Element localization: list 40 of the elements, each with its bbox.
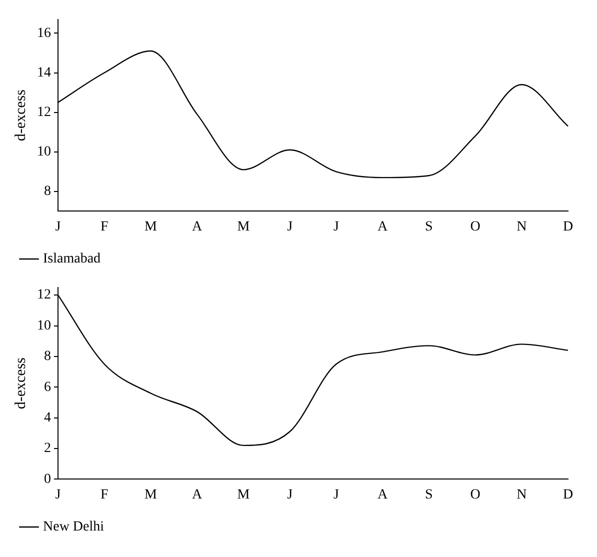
y-axis-title: d-excess [12,357,29,410]
x-tick-label: M [144,219,158,234]
y-axis-title: d-excess [12,89,29,142]
y-tick-label: 10 [37,144,51,160]
x-tick-label: J [287,219,294,234]
y-tick-label: 2 [44,441,51,456]
x-tick-label: O [470,487,480,502]
y-tick-label: 4 [44,410,51,426]
x-tick-label: A [377,219,388,234]
y-tick-label: 6 [44,380,51,395]
y-tick-label: 10 [37,318,51,334]
y-tick-label: 16 [37,26,51,41]
x-tick-label: A [377,487,388,502]
x-tick-label: A [192,487,204,502]
x-tick-label: D [562,219,574,234]
y-tick-label: 12 [37,288,51,303]
x-tick-label: S [425,487,433,502]
legend-label: Islamabad [43,252,101,267]
x-tick-label: J [333,487,340,502]
x-tick-label: N [516,487,527,502]
x-tick-label: M [144,487,158,502]
x-tick-label: J [333,219,340,234]
y-tick-label: 0 [44,472,51,487]
y-tick-label: 12 [37,105,51,120]
x-tick-label: J [55,487,62,502]
x-tick-label: J [55,219,62,234]
y-tick-label: 14 [37,65,51,80]
x-tick-label: N [516,219,527,234]
y-tick-label: 8 [44,349,51,364]
x-tick-label: D [562,487,574,502]
x-tick-label: J [287,487,294,502]
x-tick-label: M [237,219,250,234]
y-tick-label: 8 [44,184,51,200]
x-tick-label: F [100,219,108,234]
x-tick-label: A [192,219,204,234]
x-tick-label: O [470,219,480,234]
x-tick-label: M [237,487,250,502]
x-tick-label: F [100,487,108,502]
x-tick-label: S [425,219,433,234]
legend-label: New Delhi [43,520,104,535]
